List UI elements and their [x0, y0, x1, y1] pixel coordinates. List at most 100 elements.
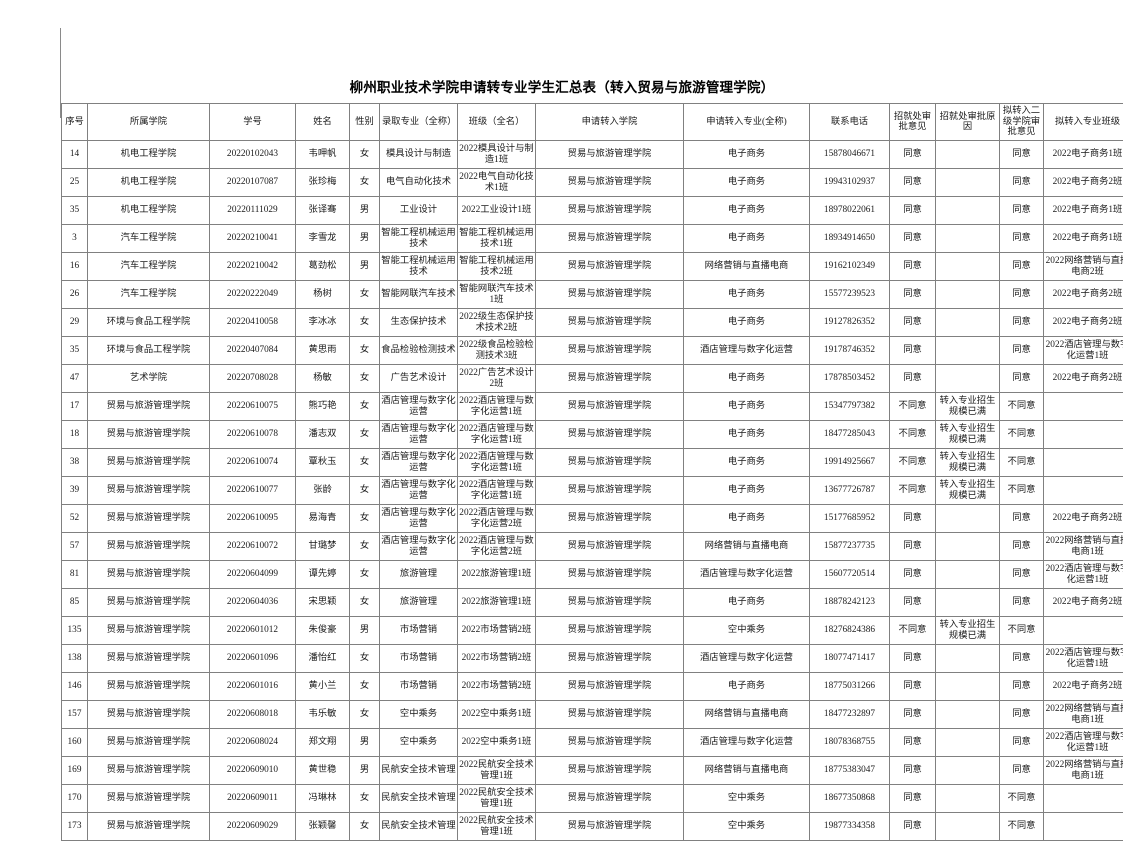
cell-to-class: 2022电子商务2班 [1044, 589, 1123, 617]
cell-major: 智能网联汽车技术 [380, 281, 458, 309]
cell-student-id: 20220210042 [210, 253, 296, 281]
cell-reason: 转入专业招生规模已满 [936, 617, 1000, 645]
cell-to-major: 电子商务 [684, 449, 810, 477]
cell-opinion: 同意 [890, 645, 936, 673]
cell-college: 贸易与旅游管理学院 [88, 701, 210, 729]
cell-phone: 19914925667 [810, 449, 890, 477]
cell-opinion2: 不同意 [1000, 477, 1044, 505]
cell-to-major: 电子商务 [684, 197, 810, 225]
document-page: 柳州职业技术学院申请转专业学生汇总表（转入贸易与旅游管理学院） 序号 所属学院 … [0, 0, 1123, 779]
cell-opinion2: 不同意 [1000, 421, 1044, 449]
cell-gender: 女 [350, 169, 380, 197]
cell-opinion2: 不同意 [1000, 813, 1044, 841]
cell-to-major: 空中乘务 [684, 813, 810, 841]
cell-to-class: 2022电子商务2班 [1044, 169, 1123, 197]
cell-class: 2022酒店管理与数字化运营1班 [458, 449, 536, 477]
cell-class: 2022旅游管理1班 [458, 561, 536, 589]
cell-seq: 138 [62, 645, 88, 673]
cell-seq: 135 [62, 617, 88, 645]
cell-class: 2022酒店管理与数字化运营1班 [458, 421, 536, 449]
cell-name: 张龄 [296, 477, 350, 505]
cell-name: 黄思雨 [296, 337, 350, 365]
cell-class: 2022酒店管理与数字化运营1班 [458, 393, 536, 421]
cell-to-major: 电子商务 [684, 365, 810, 393]
cell-college: 贸易与旅游管理学院 [88, 393, 210, 421]
cell-gender: 女 [350, 813, 380, 841]
cell-college: 贸易与旅游管理学院 [88, 589, 210, 617]
cell-opinion: 不同意 [890, 617, 936, 645]
cell-to-class: 2022网络营销与直播电商2班 [1044, 253, 1123, 281]
cell-opinion2: 不同意 [1000, 617, 1044, 645]
col-header-reason: 招就处审批原因 [936, 104, 1000, 141]
cell-gender: 女 [350, 309, 380, 337]
cell-opinion2: 同意 [1000, 561, 1044, 589]
cell-gender: 女 [350, 281, 380, 309]
cell-opinion2: 同意 [1000, 757, 1044, 785]
cell-to-college: 贸易与旅游管理学院 [536, 673, 684, 701]
cell-class: 2022酒店管理与数字化运营1班 [458, 477, 536, 505]
cell-major: 旅游管理 [380, 589, 458, 617]
cell-to-college: 贸易与旅游管理学院 [536, 365, 684, 393]
cell-student-id: 20220222049 [210, 281, 296, 309]
cell-seq: 146 [62, 673, 88, 701]
cell-college: 汽车工程学院 [88, 253, 210, 281]
cell-class: 2022市场营销2班 [458, 673, 536, 701]
cell-college: 贸易与旅游管理学院 [88, 645, 210, 673]
cell-opinion2: 同意 [1000, 169, 1044, 197]
cell-to-class: 2022电子商务2班 [1044, 365, 1123, 393]
cell-to-college: 贸易与旅游管理学院 [536, 141, 684, 169]
col-header-opinion: 招就处审批意见 [890, 104, 936, 141]
cell-phone: 19178746352 [810, 337, 890, 365]
col-header-to-class: 拟转入专业班级 [1044, 104, 1123, 141]
cell-opinion2: 同意 [1000, 337, 1044, 365]
cell-college: 环境与食品工程学院 [88, 337, 210, 365]
cell-to-major: 网络营销与直播电商 [684, 253, 810, 281]
cell-opinion2: 同意 [1000, 589, 1044, 617]
cell-name: 张珍梅 [296, 169, 350, 197]
cell-opinion: 同意 [890, 757, 936, 785]
cell-major: 工业设计 [380, 197, 458, 225]
cell-college: 贸易与旅游管理学院 [88, 673, 210, 701]
col-header-student-id: 学号 [210, 104, 296, 141]
cell-major: 空中乘务 [380, 729, 458, 757]
cell-to-college: 贸易与旅游管理学院 [536, 561, 684, 589]
cell-to-major: 网络营销与直播电商 [684, 757, 810, 785]
table-header: 序号 所属学院 学号 姓名 性别 录取专业（全称） 班级（全名） 申请转入学院 … [62, 104, 1123, 141]
cell-reason [936, 225, 1000, 253]
cell-to-major: 电子商务 [684, 589, 810, 617]
cell-gender: 女 [350, 505, 380, 533]
cell-class: 智能工程机械运用技术1班 [458, 225, 536, 253]
cell-reason: 转入专业招生规模已满 [936, 477, 1000, 505]
cell-gender: 女 [350, 673, 380, 701]
cell-name: 黄小兰 [296, 673, 350, 701]
cell-name: 张译骞 [296, 197, 350, 225]
cell-to-class [1044, 393, 1123, 421]
cell-to-major: 酒店管理与数字化运营 [684, 729, 810, 757]
cell-major: 酒店管理与数字化运营 [380, 393, 458, 421]
cell-major: 酒店管理与数字化运营 [380, 533, 458, 561]
cell-phone: 18276824386 [810, 617, 890, 645]
cell-student-id: 20220610075 [210, 393, 296, 421]
cell-opinion2: 不同意 [1000, 449, 1044, 477]
cell-name: 熊巧艳 [296, 393, 350, 421]
cell-to-major: 电子商务 [684, 169, 810, 197]
cell-opinion: 同意 [890, 505, 936, 533]
cell-to-college: 贸易与旅游管理学院 [536, 617, 684, 645]
cell-name: 郑文翔 [296, 729, 350, 757]
cell-to-college: 贸易与旅游管理学院 [536, 309, 684, 337]
col-header-to-major: 申请转入专业(全称) [684, 104, 810, 141]
cell-student-id: 20220604099 [210, 561, 296, 589]
cell-major: 旅游管理 [380, 561, 458, 589]
cell-major: 智能工程机械运用技术 [380, 253, 458, 281]
cell-to-college: 贸易与旅游管理学院 [536, 813, 684, 841]
cell-class: 2022市场营销2班 [458, 617, 536, 645]
